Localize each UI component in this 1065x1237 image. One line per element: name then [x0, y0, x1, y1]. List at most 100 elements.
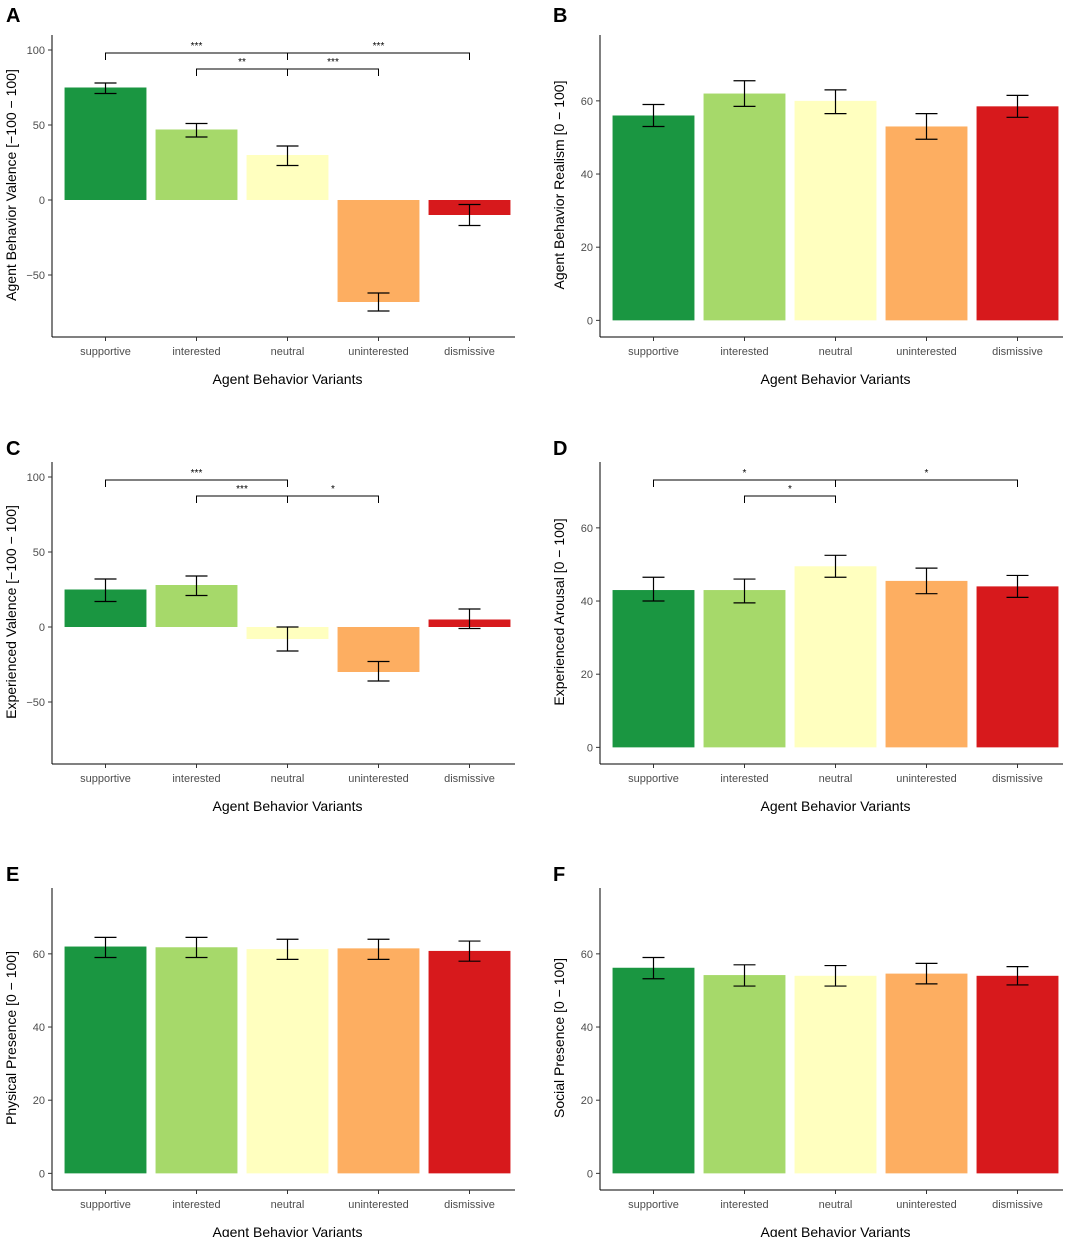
- y-tick-label: 0: [39, 1168, 45, 1180]
- y-tick-label: 0: [587, 742, 593, 754]
- x-tick-label: interested: [172, 346, 220, 358]
- error-bar-neutral: [276, 938, 299, 960]
- x-tick-label: dismissive: [444, 1199, 495, 1211]
- error-bar-uninterested: [367, 292, 390, 312]
- y-tick-label: 50: [33, 547, 45, 559]
- y-tick-label: 20: [581, 242, 593, 254]
- x-tick-label: supportive: [80, 346, 131, 358]
- bar-neutral: [794, 100, 877, 321]
- significance-bracket: ***: [287, 41, 470, 60]
- x-tick-label: interested: [720, 1199, 768, 1211]
- bar-dismissive: [976, 975, 1059, 1174]
- y-tick-label: −50: [26, 270, 45, 282]
- bar-neutral: [794, 566, 877, 748]
- y-axis-title: Experienced Valence [−100 − 100]: [3, 505, 19, 719]
- y-tick-label: 0: [587, 1168, 593, 1180]
- bar-supportive: [612, 967, 695, 1174]
- error-bar-supportive: [642, 576, 665, 602]
- bar-uninterested: [337, 948, 420, 1174]
- x-tick-label: neutral: [271, 346, 305, 358]
- x-axis-title: Agent Behavior Variants: [761, 371, 911, 387]
- y-tick-label: 20: [581, 1095, 593, 1107]
- x-tick-label: dismissive: [444, 346, 495, 358]
- bar-dismissive: [428, 950, 511, 1174]
- panel-a: A 100 50 0 −50 supportive interested neutral uni…: [3, 5, 515, 387]
- error-bar-dismissive: [1006, 966, 1029, 986]
- significance-label: *: [788, 484, 792, 495]
- x-tick-label: supportive: [628, 1199, 679, 1211]
- significance-label: ***: [191, 468, 203, 479]
- significance-bracket: ***: [196, 484, 288, 503]
- x-tick-label: interested: [720, 346, 768, 358]
- panel-letter: D: [553, 438, 567, 460]
- error-bar-dismissive: [458, 608, 481, 630]
- x-tick-label: neutral: [271, 1199, 305, 1211]
- x-tick-label: dismissive: [444, 773, 495, 785]
- significance-label: *: [331, 484, 335, 495]
- error-bar-uninterested: [915, 113, 938, 140]
- error-bar-neutral: [824, 554, 847, 578]
- error-bar-dismissive: [1006, 94, 1029, 118]
- bar-uninterested: [885, 126, 968, 321]
- panel-letter: F: [553, 864, 565, 886]
- panel-letter: B: [553, 5, 567, 27]
- significance-bracket: **: [196, 57, 288, 76]
- y-tick-label: 60: [581, 523, 593, 535]
- y-axis-title: Social Presence [0 − 100]: [551, 958, 567, 1118]
- x-tick-label: dismissive: [992, 773, 1043, 785]
- y-tick-label: 40: [581, 169, 593, 181]
- x-tick-label: neutral: [271, 773, 305, 785]
- error-bar-supportive: [94, 578, 117, 603]
- y-axis-title: Physical Presence [0 − 100]: [3, 951, 19, 1125]
- bar-neutral: [246, 949, 329, 1174]
- panel-d: D 0 20 40 60 supportive interested neutral unint…: [551, 438, 1063, 814]
- significance-label: ***: [236, 484, 248, 495]
- error-bar-dismissive: [1006, 574, 1029, 598]
- panel-c: C 100 50 0 −50 supportive interested neutral uni…: [3, 438, 515, 814]
- y-axis-title: Agent Behavior Valence [−100 − 100]: [3, 69, 19, 301]
- x-tick-label: dismissive: [992, 346, 1043, 358]
- y-tick-label: −50: [26, 697, 45, 709]
- error-bar-neutral: [276, 145, 299, 167]
- significance-bracket: *: [744, 484, 836, 503]
- y-tick-label: 40: [581, 596, 593, 608]
- x-tick-label: uninterested: [348, 773, 409, 785]
- y-tick-label: 0: [39, 195, 45, 207]
- error-bar-dismissive: [458, 940, 481, 962]
- x-axis-title: Agent Behavior Variants: [761, 1224, 911, 1237]
- x-tick-label: interested: [172, 773, 220, 785]
- error-bar-supportive: [94, 82, 117, 95]
- bar-interested: [703, 93, 786, 321]
- y-tick-label: 20: [581, 669, 593, 681]
- y-axis-title: Agent Behavior Realism [0 − 100]: [551, 81, 567, 290]
- panel-b: B 0 20 40 60 supportive interested neutral unint…: [551, 5, 1063, 387]
- error-bar-dismissive: [458, 203, 481, 227]
- significance-bracket: *: [835, 468, 1018, 487]
- bar-dismissive: [976, 586, 1059, 748]
- y-tick-label: 60: [33, 949, 45, 961]
- x-tick-label: neutral: [819, 1199, 853, 1211]
- y-tick-label: 100: [27, 472, 45, 484]
- error-bar-supportive: [642, 103, 665, 128]
- error-bar-supportive: [642, 956, 665, 980]
- bar-dismissive: [976, 106, 1059, 321]
- x-axis-title: Agent Behavior Variants: [213, 1224, 363, 1237]
- y-tick-label: 60: [581, 96, 593, 108]
- bar-interested: [155, 947, 238, 1174]
- x-tick-label: interested: [172, 1199, 220, 1211]
- error-bar-neutral: [824, 89, 847, 115]
- error-bar-interested: [733, 80, 756, 107]
- x-axis-title: Agent Behavior Variants: [213, 798, 363, 814]
- error-bar-supportive: [94, 936, 117, 959]
- significance-bracket: ***: [105, 468, 288, 487]
- x-tick-label: neutral: [819, 346, 853, 358]
- bar-interested: [155, 129, 238, 200]
- error-bar-neutral: [276, 626, 299, 652]
- x-tick-label: uninterested: [896, 346, 957, 358]
- y-tick-label: 20: [33, 1095, 45, 1107]
- y-tick-label: 0: [39, 622, 45, 634]
- bar-uninterested: [337, 200, 420, 302]
- significance-bracket: ***: [287, 57, 379, 76]
- panel-letter: A: [6, 5, 20, 27]
- significance-label: ***: [191, 41, 203, 52]
